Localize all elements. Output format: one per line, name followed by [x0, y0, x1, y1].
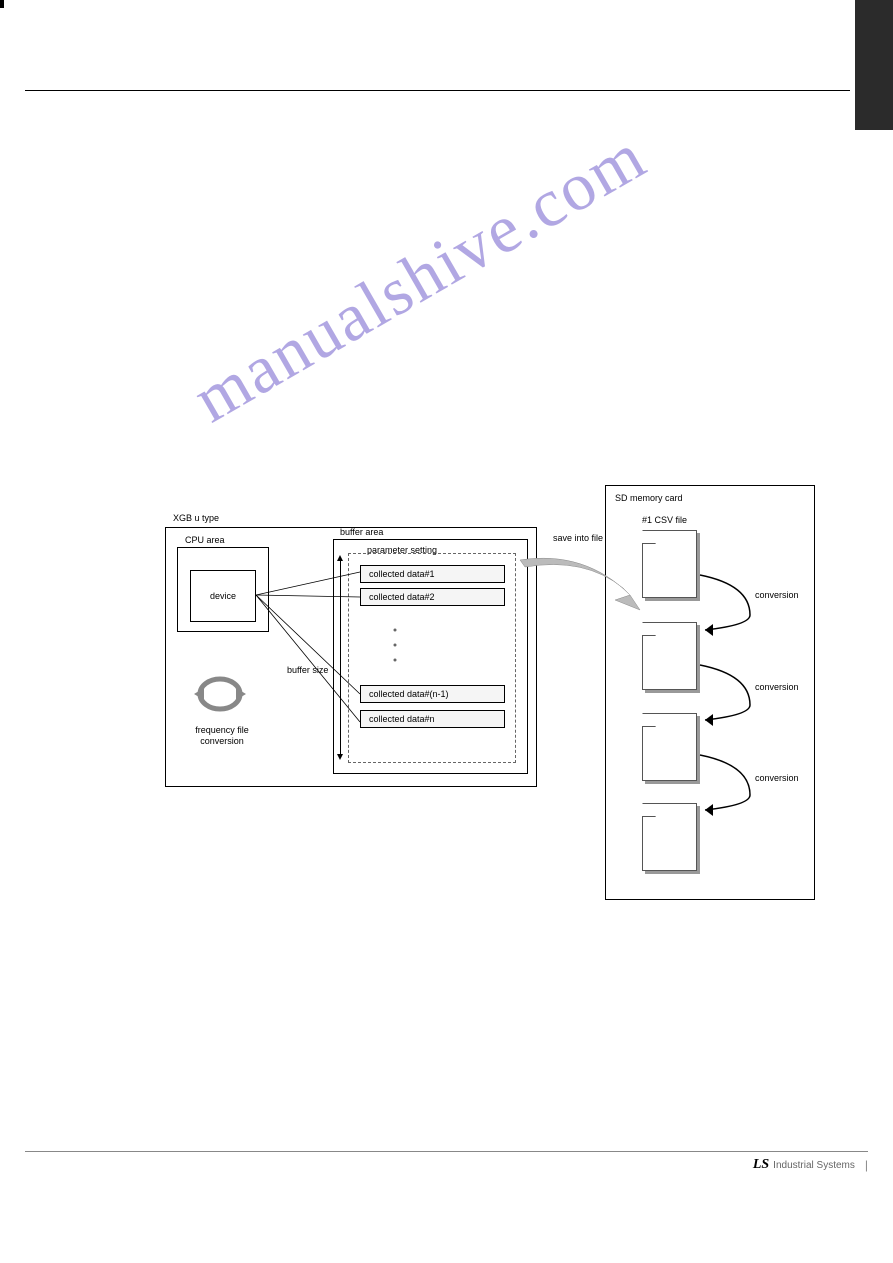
side-tab [855, 0, 893, 130]
buffer-size-label: buffer size [287, 665, 328, 675]
conv-arrow [695, 750, 770, 820]
file-icon [642, 622, 697, 690]
ellipsis-icon [390, 620, 400, 670]
param-label: parameter setting [367, 545, 437, 555]
watermark-text: manualshive.com [180, 116, 659, 438]
footer: LS Industrial Systems | [25, 1151, 868, 1173]
cycle-icon [190, 670, 250, 718]
diagram: XGB u type CPU area device buffer area p… [165, 485, 815, 905]
xgb-label: XGB u type [173, 513, 219, 523]
data-row: collected data#n [360, 710, 505, 728]
csv-label: #1 CSV file [642, 515, 687, 525]
conv-label: conversion [755, 590, 799, 600]
logo-text: Industrial Systems [773, 1160, 855, 1171]
conv-label: conversion [755, 773, 799, 783]
conv-arrow [695, 570, 770, 640]
page-mark [0, 0, 4, 8]
file-icon [642, 713, 697, 781]
data-row: collected data#1 [360, 565, 505, 583]
data-row: collected data#2 [360, 588, 505, 606]
buffer-label: buffer area [340, 527, 383, 537]
param-box [348, 553, 516, 763]
footer-divider: | [865, 1158, 868, 1172]
fan-lines [256, 567, 361, 732]
freq-label: frequency file conversion [187, 725, 257, 747]
logo: LS [753, 1157, 769, 1173]
cpu-label: CPU area [185, 535, 225, 545]
conv-arrow [695, 660, 770, 730]
header-rule [25, 90, 850, 91]
buffer-size-arrow [340, 560, 341, 755]
save-label: save into file [553, 533, 603, 543]
file-icon [642, 803, 697, 871]
save-arrow [515, 545, 660, 620]
device-box: device [190, 570, 256, 622]
data-row: collected data#(n-1) [360, 685, 505, 703]
conv-label: conversion [755, 682, 799, 692]
